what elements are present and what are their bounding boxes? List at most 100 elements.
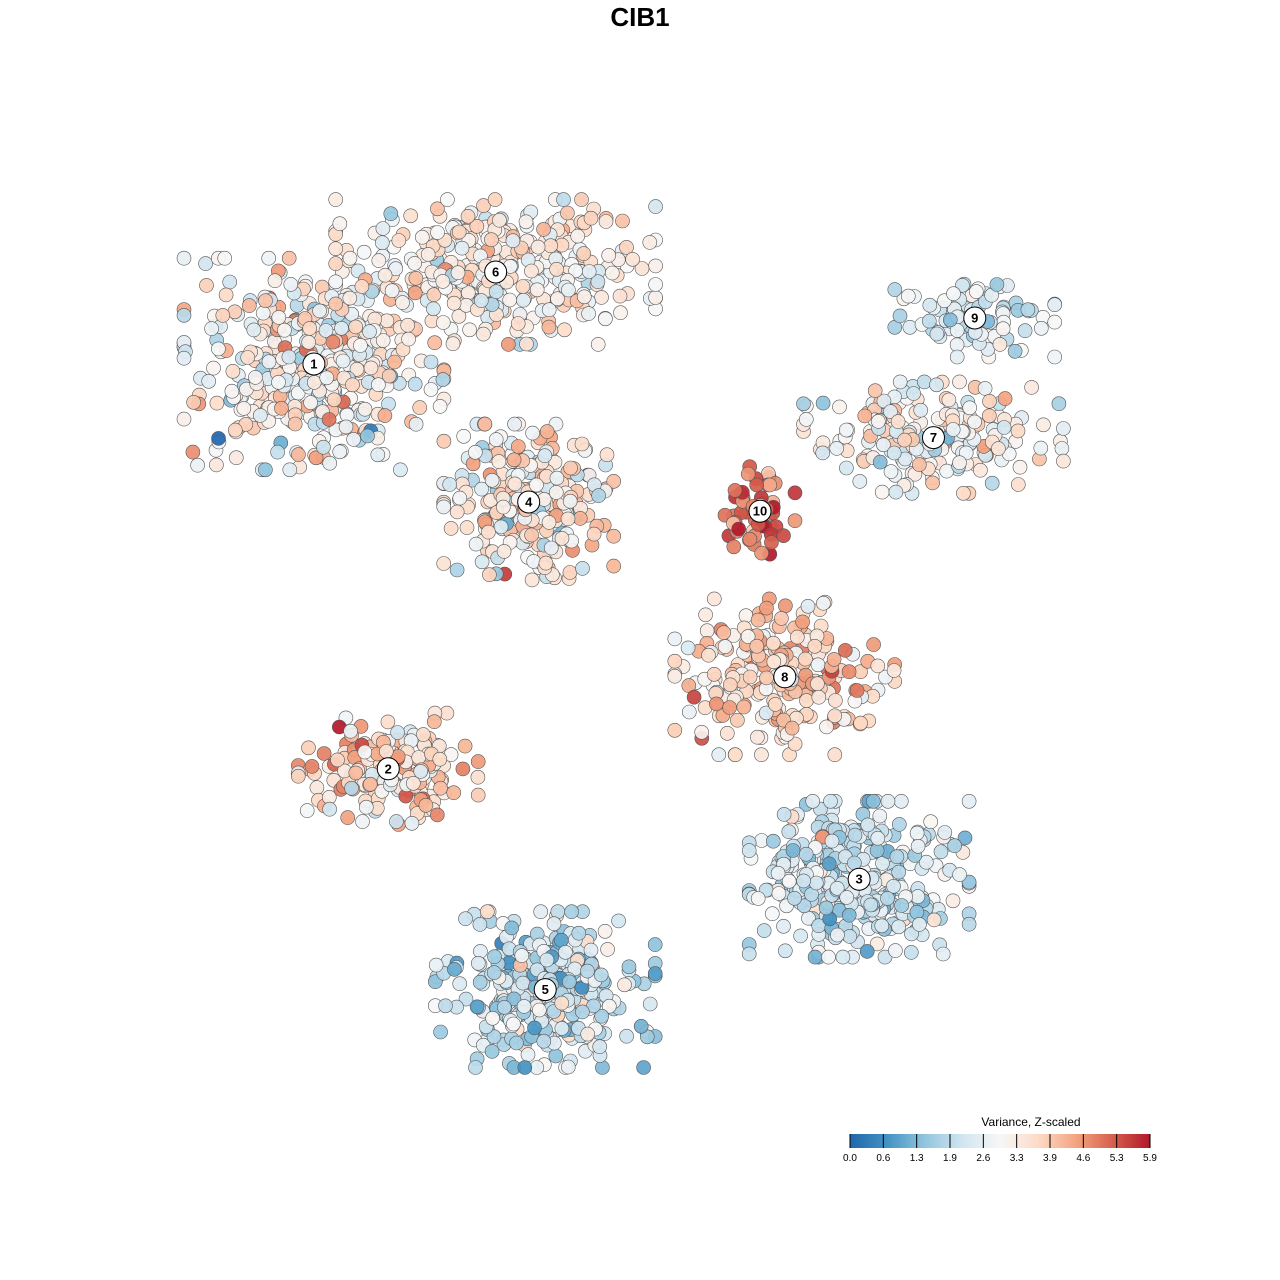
data-point [865,793,881,809]
data-point [496,544,512,559]
data-point [580,1026,596,1042]
data-point [891,864,907,880]
data-point [358,799,374,815]
data-point [374,235,390,250]
data-point [759,670,774,686]
data-point [828,693,843,708]
data-point [570,228,586,244]
cluster-label-4: 4 [517,490,541,514]
data-point [795,614,810,630]
data-point [460,209,476,224]
data-point [255,305,271,321]
data-point [506,991,522,1007]
data-point [750,612,766,628]
cluster-labels: 1 2 3 4 5 6 7 8 9 10 [302,260,987,1002]
data-point [550,291,565,307]
data-point [574,436,590,452]
data-point [667,653,683,669]
data-point [593,967,609,983]
data-point [429,807,445,823]
data-point [449,504,465,520]
legend-tick-label: 5.3 [1110,1153,1124,1164]
data-point [301,740,316,756]
data-point [481,524,496,540]
data-point [328,296,344,312]
data-point [370,447,386,463]
data-point [274,400,289,416]
data-point [667,668,683,684]
data-point [667,631,683,647]
data-point [709,696,724,712]
cluster-label-7: 7 [921,426,945,450]
legend-title: Variance, Z-scaled [981,1115,1080,1129]
data-point [648,199,663,214]
data-point [524,572,540,588]
data-point [866,637,881,652]
data-point [484,1044,500,1059]
data-point [472,917,488,932]
data-point [768,697,783,712]
data-point [805,793,821,809]
data-point [667,722,683,738]
data-point [433,1024,448,1040]
data-point [815,445,831,461]
data-point [947,838,962,854]
data-point [430,225,445,240]
data-point [1033,440,1049,456]
data-point [925,475,940,491]
data-point [774,611,789,626]
data-point [476,198,491,213]
data-point [312,303,327,319]
data-point [841,664,857,680]
data-point [436,499,452,515]
data-point [981,408,997,424]
data-point [957,830,973,846]
data-point [996,420,1012,435]
data-point [400,317,416,333]
data-point [435,372,451,387]
data-point [869,843,885,858]
data-point [842,929,858,944]
data-point [408,416,424,432]
data-point [469,219,485,234]
data-point [302,321,318,336]
cluster-label-badge [533,978,557,1002]
data-point [474,554,490,570]
data-point [516,999,532,1014]
data-point [375,221,391,236]
data-point [1054,441,1070,456]
data-point [229,450,244,466]
data-point [455,761,471,777]
data-point [945,422,961,437]
data-point [911,457,927,472]
data-point [1056,421,1071,436]
data-point [886,663,902,678]
cluster-label-1: 1 [302,352,326,376]
data-point [612,288,628,304]
data-point [962,400,978,416]
data-point [869,936,885,952]
legend-tick-label: 0.6 [876,1153,890,1164]
data-point [242,298,257,313]
data-point [271,310,287,325]
data-point [186,394,201,410]
data-point [440,192,455,207]
data-point [798,412,814,427]
data-point [427,335,443,351]
data-point [510,439,526,454]
cluster-label-badge [517,490,541,514]
data-point [984,475,1000,491]
data-point [488,284,504,300]
data-point [445,336,461,352]
data-point [647,966,663,981]
cluster-label-8: 8 [773,665,797,689]
data-point [354,279,370,294]
data-point [501,337,516,352]
data-point [516,292,531,308]
data-point [887,282,903,297]
cluster-label-badge [921,426,945,450]
data-point [449,562,465,578]
data-point [872,808,888,824]
data-point [949,349,965,365]
data-point [742,531,758,547]
